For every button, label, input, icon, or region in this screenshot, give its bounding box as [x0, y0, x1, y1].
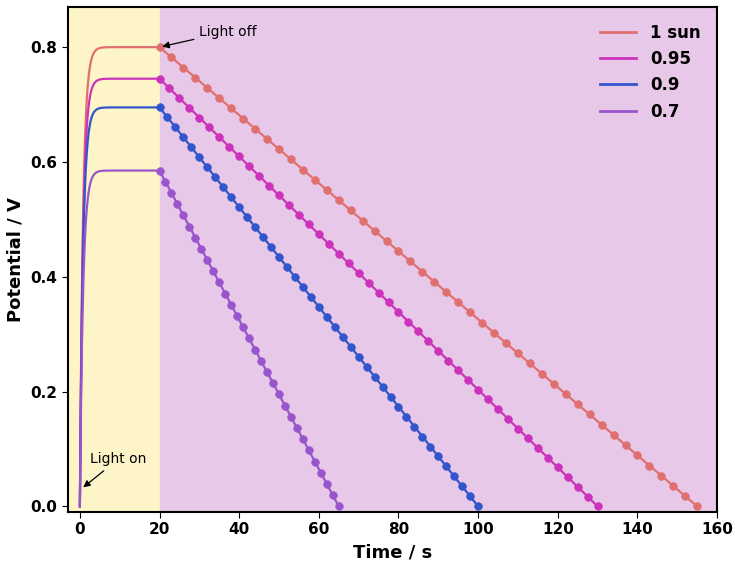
Bar [160, 7, 717, 512]
X-axis label: Time / s: Time / s [353, 543, 432, 561]
Bar [68, 7, 160, 512]
Text: Light off: Light off [164, 24, 257, 48]
Y-axis label: Potential / V: Potential / V [7, 197, 25, 322]
Legend: 1 sun, 0.95, 0.9, 0.7: 1 sun, 0.95, 0.9, 0.7 [591, 15, 709, 129]
Text: Light on: Light on [84, 452, 147, 487]
